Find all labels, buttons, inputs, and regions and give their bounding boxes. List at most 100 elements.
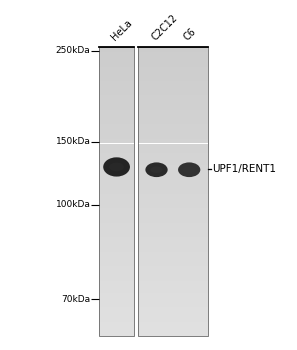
Bar (138, 105, 208, 107)
Bar (99, 50, 134, 52)
Bar (99, 78, 134, 81)
Bar (99, 276, 134, 278)
Bar (99, 98, 134, 100)
Bar (99, 66, 134, 69)
Bar (138, 141, 208, 144)
Bar (138, 107, 208, 110)
Bar (99, 76, 134, 78)
Bar (138, 153, 208, 155)
Bar (99, 192, 134, 194)
Bar (138, 50, 208, 52)
Text: C2C12: C2C12 (149, 12, 179, 42)
Bar (99, 47, 134, 336)
Bar (138, 76, 208, 78)
Bar (99, 117, 134, 119)
Bar (138, 71, 208, 74)
Bar (138, 235, 208, 237)
Bar (138, 334, 208, 336)
Bar (99, 247, 134, 249)
Bar (99, 216, 134, 218)
Bar (99, 146, 134, 148)
Bar (138, 180, 208, 182)
Bar (99, 173, 134, 175)
Bar (99, 242, 134, 245)
Bar (99, 201, 134, 204)
Bar (99, 286, 134, 288)
Bar (99, 107, 134, 110)
Bar (138, 187, 208, 189)
Bar (99, 57, 134, 59)
Bar (99, 158, 134, 160)
Bar (99, 283, 134, 286)
Bar (99, 64, 134, 66)
Bar (99, 71, 134, 74)
Bar (99, 254, 134, 257)
Ellipse shape (178, 162, 200, 177)
Bar (138, 266, 208, 269)
Bar (138, 216, 208, 218)
Bar (99, 124, 134, 127)
Bar (99, 148, 134, 151)
Bar (99, 213, 134, 216)
Text: UPF1/RENT1: UPF1/RENT1 (212, 164, 276, 174)
Bar (138, 295, 208, 298)
Bar (138, 110, 208, 112)
Bar (99, 257, 134, 259)
Bar (99, 312, 134, 314)
Bar (99, 93, 134, 95)
Ellipse shape (183, 167, 195, 173)
Bar (99, 322, 134, 324)
Bar (99, 86, 134, 88)
Bar (99, 298, 134, 300)
Bar (138, 220, 208, 223)
Bar (138, 324, 208, 326)
Bar (138, 57, 208, 59)
Bar (99, 163, 134, 165)
Ellipse shape (146, 162, 168, 177)
Text: 100kDa: 100kDa (56, 200, 91, 209)
Bar (138, 122, 208, 124)
Bar (138, 245, 208, 247)
Bar (138, 117, 208, 119)
Bar (99, 300, 134, 302)
Bar (99, 134, 134, 136)
Bar (99, 204, 134, 206)
Ellipse shape (103, 158, 130, 176)
Bar (138, 264, 208, 266)
Bar (138, 322, 208, 324)
Bar (138, 249, 208, 252)
Bar (99, 175, 134, 177)
Text: 250kDa: 250kDa (56, 46, 91, 55)
Bar (138, 177, 208, 180)
Bar (138, 173, 208, 175)
Bar (138, 127, 208, 129)
Bar (138, 148, 208, 151)
Bar (138, 314, 208, 317)
Bar (99, 314, 134, 317)
Bar (99, 165, 134, 168)
Bar (99, 168, 134, 170)
Bar (138, 139, 208, 141)
Bar (138, 124, 208, 127)
Text: 150kDa: 150kDa (56, 137, 91, 146)
Bar (138, 146, 208, 148)
Bar (99, 119, 134, 122)
Bar (99, 115, 134, 117)
Bar (138, 155, 208, 158)
Bar (138, 218, 208, 220)
Bar (99, 237, 134, 240)
Bar (99, 228, 134, 230)
Bar (138, 69, 208, 71)
Bar (99, 103, 134, 105)
Bar (99, 269, 134, 271)
Bar (99, 194, 134, 196)
Bar (99, 305, 134, 307)
Bar (138, 184, 208, 187)
Bar (138, 165, 208, 168)
Bar (99, 151, 134, 153)
Text: C6: C6 (182, 26, 198, 42)
Bar (138, 134, 208, 136)
Bar (99, 245, 134, 247)
Bar (99, 266, 134, 269)
Bar (138, 88, 208, 91)
